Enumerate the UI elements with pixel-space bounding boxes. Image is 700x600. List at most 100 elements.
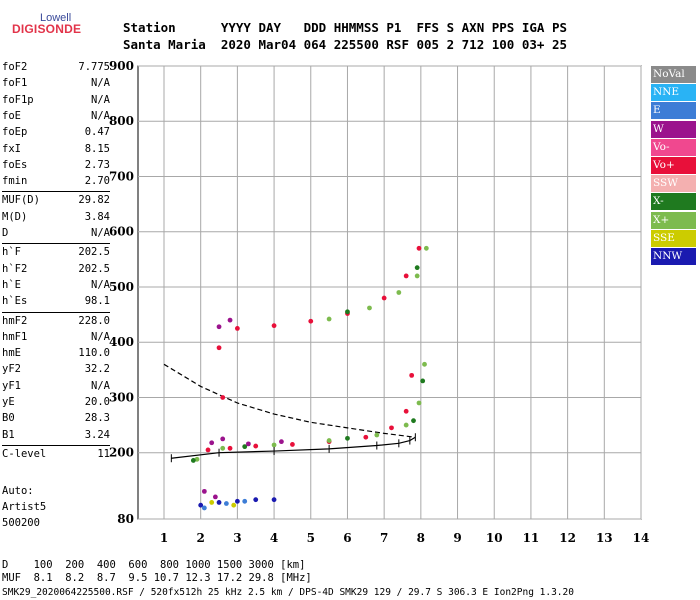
param-name: M(D): [2, 210, 28, 223]
data-point-vo: [253, 443, 259, 449]
param-name: foE: [2, 109, 21, 122]
param-name: foEs: [2, 158, 28, 171]
param-name: yF1: [2, 379, 21, 392]
data-point-x: [220, 445, 226, 451]
param-separator: [2, 243, 110, 245]
data-point-x: [345, 309, 350, 315]
legend-item: X+: [651, 211, 696, 229]
y-tick-label: 200: [109, 446, 134, 460]
data-point-x: [416, 400, 422, 406]
param-row: foEs 2.73: [2, 158, 110, 172]
data-point-w: [245, 441, 251, 447]
legend-item: W: [651, 120, 696, 138]
param-value: 98.1: [84, 295, 110, 308]
param-value: 8.15: [84, 142, 110, 155]
param-row: hmF2 228.0: [2, 314, 110, 328]
param-row: yF1 N/A: [2, 379, 110, 393]
data-point-w: [227, 317, 233, 323]
param-separator: [2, 311, 110, 313]
param-value: N/A: [91, 109, 110, 122]
data-point-w: [220, 436, 226, 442]
param-row: yE 20.0: [2, 395, 110, 409]
param-name: foF1: [2, 77, 28, 90]
data-point-sse: [231, 502, 237, 508]
data-point-x: [420, 378, 426, 384]
x-tick-label: 5: [307, 531, 315, 545]
data-point-e: [242, 498, 248, 504]
param-name: hmF1: [2, 330, 28, 343]
header-values: Santa Maria 2020 Mar04 064 225500 RSF 00…: [123, 37, 568, 52]
param-value: 11: [97, 447, 110, 460]
legend-item: X-: [651, 193, 696, 211]
data-point-x: [345, 435, 350, 441]
param-row: h`F 202.5: [2, 245, 110, 259]
data-point-w: [209, 440, 215, 446]
x-tick-label: 11: [523, 531, 540, 545]
x-tick-label: 6: [343, 531, 351, 545]
param-value: N/A: [91, 278, 110, 291]
param-value: N/A: [91, 379, 110, 392]
param-name: hmF2: [2, 314, 28, 327]
y-tick-label: 900: [109, 59, 134, 73]
footer-distance: D 100 200 400 600 800 1000 1500 3000 [km…: [2, 559, 306, 571]
param-value: 29.82: [78, 194, 110, 207]
param-value: 2.70: [84, 175, 110, 188]
plot-frame: [137, 65, 642, 520]
data-point-x: [414, 265, 420, 271]
param-name: C-level: [2, 447, 47, 460]
data-point-nnw: [216, 500, 222, 505]
param-value: 0.47: [84, 126, 110, 139]
param-row: h`Es 98.1: [2, 294, 110, 308]
data-point-nnw: [253, 497, 259, 503]
param-row: hmE 110.0: [2, 346, 110, 360]
data-point-vo: [403, 408, 409, 414]
legend-item: Vo+: [651, 157, 696, 174]
data-point-vo: [216, 345, 222, 351]
data-point-x: [367, 305, 372, 311]
param-name: hmE: [2, 347, 21, 360]
y-tick-label: 800: [109, 114, 134, 128]
data-point-vo: [416, 245, 422, 251]
trace-line: [171, 436, 416, 459]
param-name: MUF(D): [2, 194, 40, 207]
param-value: 3.24: [84, 428, 110, 441]
param-row: foF1 N/A: [2, 76, 110, 90]
data-point-vo: [271, 323, 277, 329]
legend-item: NNE: [651, 84, 696, 102]
param-separator: [2, 444, 110, 446]
param-value: 20.0: [84, 396, 110, 408]
data-point-nnw: [234, 498, 240, 504]
legend-item: Vo-: [651, 138, 696, 156]
y-tick-label: 600: [109, 225, 134, 239]
param-value: N/A: [91, 77, 110, 90]
data-point-vo: [234, 326, 240, 331]
y-tick-label: 700: [109, 169, 134, 183]
x-tick-label: 8: [417, 531, 425, 545]
param-name: h`E: [2, 278, 21, 291]
param-value: 32.2: [84, 363, 110, 376]
param-row: fmin 2.70: [2, 174, 110, 188]
param-row: foE N/A: [2, 109, 110, 123]
param-value: N/A: [91, 93, 110, 106]
data-point-x: [271, 442, 277, 448]
x-tick-label: 3: [233, 531, 241, 545]
data-point-x: [194, 456, 200, 462]
data-point-x: [411, 418, 416, 424]
data-point-x: [326, 438, 332, 443]
data-point-x: [414, 273, 420, 279]
auto-label: Auto:: [2, 485, 34, 497]
legend-item: E: [651, 102, 696, 120]
param-row: foEp 0.47: [2, 125, 110, 139]
logo-digisonde: DIGISONDE: [12, 22, 82, 36]
logo-lowell: Lowell: [40, 12, 72, 24]
data-point-w: [216, 324, 222, 330]
x-tick-label: 1: [160, 531, 168, 545]
data-point-x: [326, 316, 332, 322]
param-name: yF2: [2, 363, 21, 376]
param-row: h`F2 202.5: [2, 262, 110, 276]
data-point-vo: [389, 425, 394, 431]
param-value: 3.84: [84, 210, 110, 223]
legend-item: NNW: [651, 248, 696, 265]
y-tick-label: 500: [109, 280, 134, 294]
